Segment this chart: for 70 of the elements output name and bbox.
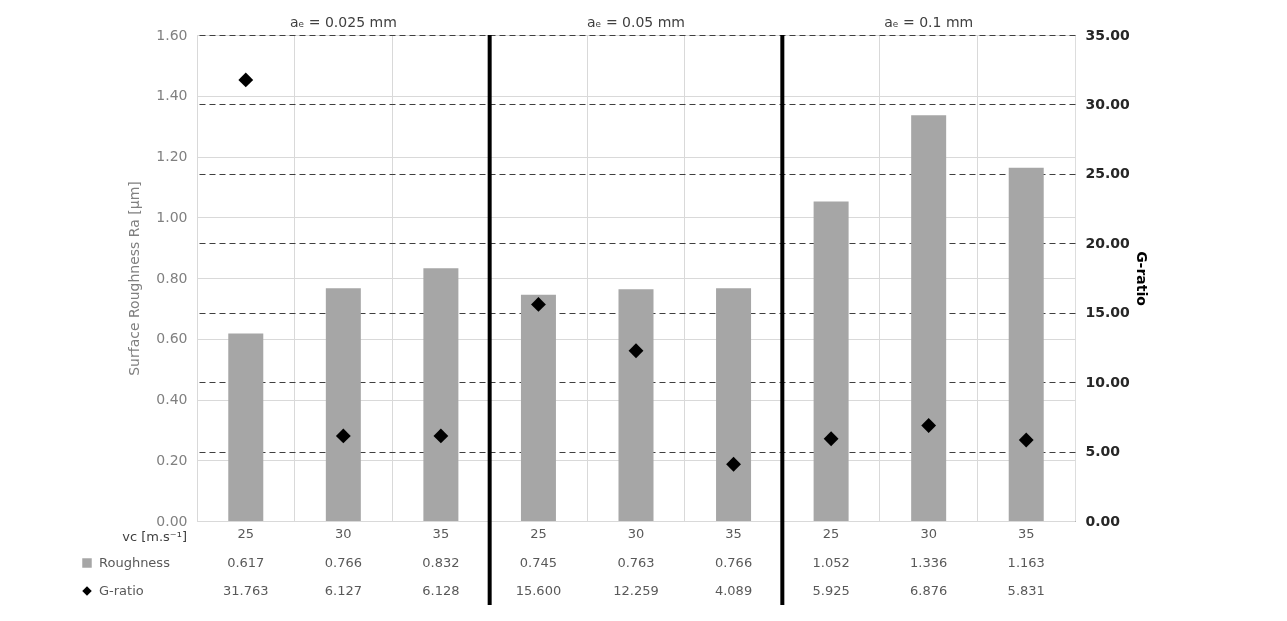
x-tick-label: 30 (627, 525, 645, 541)
data-label: 15.600 (515, 583, 562, 598)
y-axis-title: Surface Roughness Ra [µm] (126, 181, 143, 376)
text: aₑ = 0.05 mm (587, 14, 685, 30)
y-tick-label: 1.20 (156, 148, 188, 164)
point (1018, 432, 1034, 448)
point (726, 456, 741, 472)
point (628, 343, 644, 359)
bar (813, 201, 849, 521)
point (823, 431, 839, 447)
y2-tick-label: 15.00 (1085, 304, 1131, 321)
point (433, 428, 449, 444)
x-axis-title: vc [m.s⁻¹] (122, 529, 187, 544)
y-tick-label: 1.60 (156, 26, 188, 43)
y2-tick-label: 10.00 (1085, 373, 1131, 390)
text: aₑ = 0.1 mm (884, 14, 974, 30)
data-label: 0.766 (324, 555, 362, 570)
data-label: 0.745 (519, 555, 558, 570)
x-tick-label: 25 (237, 525, 255, 541)
y2-tick-label: 20.00 (1085, 234, 1131, 251)
bar (911, 115, 947, 521)
x-tick-label: 30 (335, 525, 352, 541)
bar (1008, 167, 1044, 521)
data-label: 6.876 (910, 583, 948, 598)
point (921, 418, 937, 433)
x-tick-label: 25 (822, 525, 840, 541)
point (335, 428, 351, 444)
data-label: 0.763 (617, 555, 655, 570)
y2-tick-label: 35.00 (1085, 26, 1131, 43)
y2-tick-label: 0.00 (1085, 512, 1121, 529)
y2-axis-title: G-ratio (1133, 251, 1150, 307)
x-tick-label: 30 (920, 525, 937, 541)
legend-label: G-ratio (99, 583, 144, 598)
bar (716, 288, 752, 521)
x-tick-label: 35 (1017, 525, 1035, 541)
bar (618, 289, 654, 521)
data-label: 1.052 (812, 555, 850, 570)
point (238, 72, 254, 88)
text: aₑ = 0.025 mm (289, 14, 397, 30)
point (531, 296, 546, 312)
x-tick-label: 35 (725, 525, 742, 541)
data-label: 5.925 (812, 583, 850, 598)
data-label: 0.617 (227, 555, 265, 570)
bar (423, 268, 459, 521)
y-tick-label: 0.80 (156, 269, 188, 286)
y-tick-label: 1.40 (156, 87, 188, 104)
x-tick-label: 25 (530, 525, 547, 541)
data-label: 1.163 (1007, 555, 1045, 570)
data-label: 4.089 (714, 583, 753, 598)
y-tick-label: 1.00 (156, 208, 188, 225)
data-label: 0.832 (422, 555, 460, 570)
data-label: 1.336 (910, 555, 948, 570)
y-tick-label: 0.40 (156, 391, 188, 407)
data-label: 6.128 (422, 583, 460, 598)
y2-tick-label: 25.00 (1085, 165, 1131, 182)
y2-tick-label: 30.00 (1085, 95, 1131, 112)
data-label: 12.259 (613, 583, 659, 598)
legend-label: Roughness (99, 555, 171, 570)
bar (228, 333, 264, 521)
bar (520, 294, 556, 521)
y-tick-label: 0.20 (156, 451, 188, 468)
x-tick-label: 35 (432, 525, 450, 541)
y-tick-label: 0.60 (156, 330, 188, 347)
bar (325, 288, 361, 521)
data-label: 5.831 (1007, 583, 1045, 598)
data-label: 6.127 (324, 583, 362, 598)
data-label: 31.763 (223, 583, 269, 598)
y-tick-label: 0.00 (156, 512, 188, 529)
y2-tick-label: 5.00 (1085, 443, 1121, 460)
data-label: 0.766 (714, 555, 753, 570)
